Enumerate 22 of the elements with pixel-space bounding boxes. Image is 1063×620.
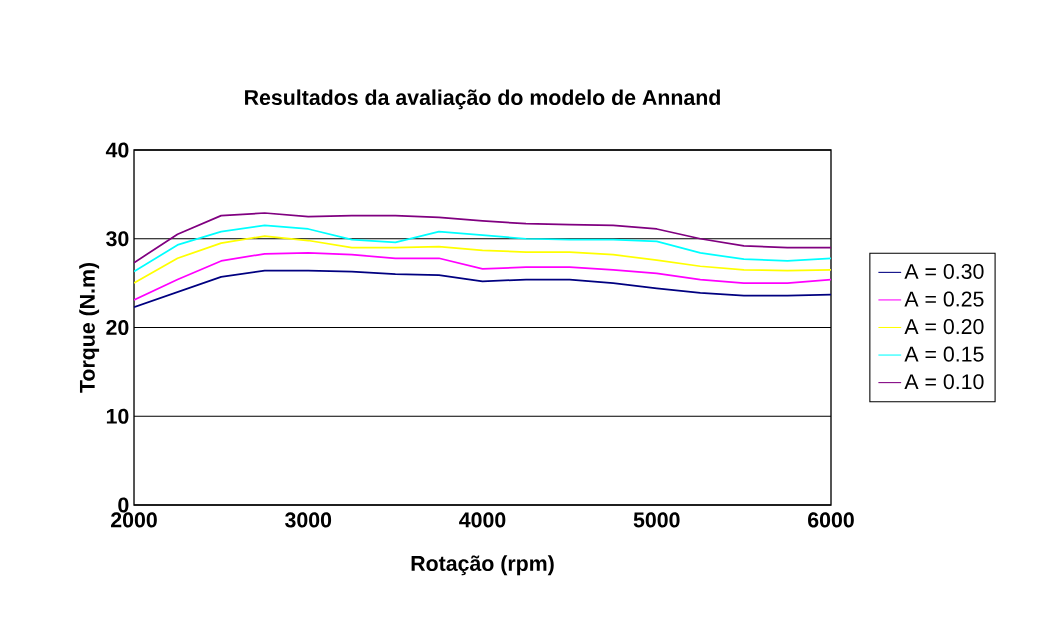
x-tick-label: 3000 <box>285 512 332 528</box>
y-tick-label: 30 <box>106 231 129 247</box>
legend-label: A = 0.20 <box>904 319 984 335</box>
legend-label: A = 0.10 <box>904 374 984 390</box>
legend-label: A = 0.25 <box>904 291 984 307</box>
x-tick-label: 5000 <box>633 512 680 528</box>
y-tick-label: 40 <box>105 142 129 158</box>
y-axis-title: Torque (N.m) <box>79 262 100 393</box>
y-tick-label: 10 <box>106 408 129 424</box>
line-series <box>134 224 831 273</box>
x-tick-label: 6000 <box>808 512 854 528</box>
line-series <box>134 235 831 284</box>
y-tick-label: 20 <box>106 319 129 336</box>
x-axis-title: Rotação (rpm) <box>411 555 554 576</box>
chart-title: Resultados da avaliação do modelo de Annand <box>245 89 720 110</box>
line-series <box>134 212 831 264</box>
y-tick-label: 0 <box>118 497 129 513</box>
line-series <box>134 252 831 301</box>
x-tick-label: 2000 <box>111 512 157 528</box>
legend-label: A = 0.30 <box>904 263 984 280</box>
legend-label: A = 0.15 <box>904 346 984 362</box>
x-tick-label: 4000 <box>459 512 506 528</box>
